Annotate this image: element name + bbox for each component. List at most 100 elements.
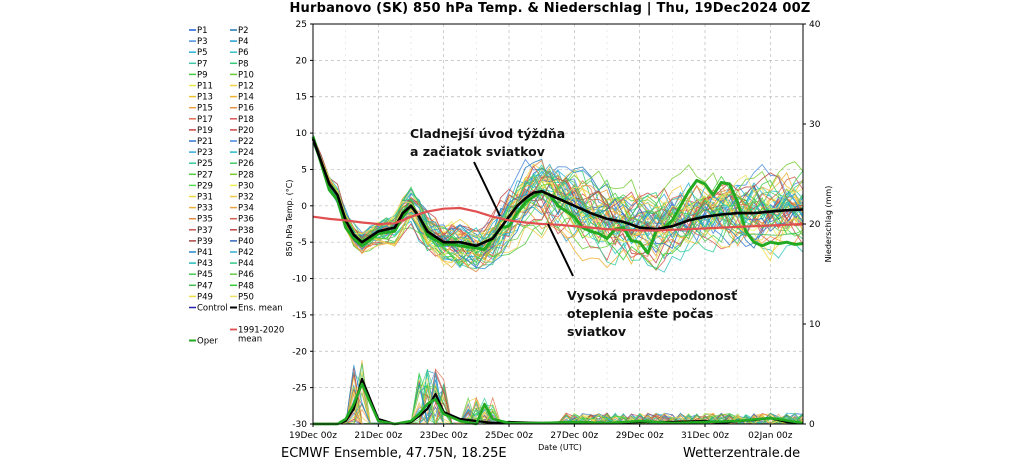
y-tick-label: -5 xyxy=(298,238,307,248)
legend-label-p14: P14 xyxy=(238,93,254,103)
main-series xyxy=(311,136,804,426)
legend-label-p16: P16 xyxy=(238,104,254,114)
series-line-1991-2020-mean xyxy=(312,206,804,232)
legend-label-p33: P33 xyxy=(197,204,213,214)
footer-source: ECMWF Ensemble, 47.75N, 18.25E xyxy=(281,446,507,461)
annotation-colder-start: Cladnejší úvod týždňa a začiatok sviatko… xyxy=(410,126,566,159)
legend-label-p10: P10 xyxy=(238,70,254,80)
legend-label-control: Control xyxy=(197,304,228,314)
legend-label-p18: P18 xyxy=(238,115,254,125)
legend-label-p34: P34 xyxy=(238,204,254,214)
legend-label-p46: P46 xyxy=(238,270,254,280)
legend-label-p6: P6 xyxy=(238,48,249,58)
y-tick-label: -25 xyxy=(292,384,307,394)
x-tick-label: 29Dec 00z xyxy=(616,431,664,441)
legend-label-p38: P38 xyxy=(238,226,254,236)
series-line-ens-mean xyxy=(311,138,804,248)
legend-label-p32: P32 xyxy=(238,193,254,203)
y-tick-label: -10 xyxy=(292,275,307,285)
y-tick-label: 15 xyxy=(296,93,307,103)
legend-label-p48: P48 xyxy=(238,281,254,291)
legend-label-p29: P29 xyxy=(197,181,213,191)
legend-label-p3: P3 xyxy=(197,37,208,47)
legend-label-p47: P47 xyxy=(197,281,213,291)
legend-label-p30: P30 xyxy=(238,181,254,191)
legend-label-p31: P31 xyxy=(197,193,213,203)
member-line-p34 xyxy=(312,139,804,259)
ensemble-precip-lines xyxy=(312,360,804,426)
legend-label-p25: P25 xyxy=(197,159,213,169)
legend-label-clim: 1991-2020 xyxy=(238,326,284,336)
member-precip-p30 xyxy=(312,392,804,425)
y-tick-label: -30 xyxy=(292,420,307,430)
member-line-p9 xyxy=(312,136,804,267)
member-precip-p33 xyxy=(312,386,803,426)
legend-label-p4: P4 xyxy=(238,37,249,47)
legend-label-p35: P35 xyxy=(197,215,213,225)
legend-label-p20: P20 xyxy=(238,126,254,136)
legend-label-p39: P39 xyxy=(197,237,213,247)
member-line-p50 xyxy=(312,137,804,266)
y-tick-label: 0 xyxy=(301,202,307,212)
x-tick-label: 19Dec 00z xyxy=(289,431,337,441)
y-tick-label: 5 xyxy=(301,165,307,175)
x-tick-label: 02Jan 00z xyxy=(748,431,793,441)
legend-label-p41: P41 xyxy=(197,248,213,258)
legend-label-p1: P1 xyxy=(197,26,208,36)
legend-label-p9: P9 xyxy=(197,70,208,80)
y2-axis-label: Niederschlag (mm) xyxy=(824,186,833,263)
legend-label-p45: P45 xyxy=(197,270,213,280)
legend-label-p28: P28 xyxy=(238,170,254,180)
legend-label-clim: mean xyxy=(238,335,262,345)
x-tick-label: 21Dec 00z xyxy=(354,431,402,441)
legend-label-p17: P17 xyxy=(197,115,213,125)
legend-label-p37: P37 xyxy=(197,226,213,236)
y-tick-label: -15 xyxy=(292,311,307,321)
legend-label-p27: P27 xyxy=(197,170,213,180)
legend-label-p22: P22 xyxy=(238,137,254,147)
legend-label-p21: P21 xyxy=(197,137,213,147)
chart-title: Hurbanovo (SK) 850 hPa Temp. & Niedersch… xyxy=(289,1,811,16)
y-tick-label: 20 xyxy=(296,56,308,66)
legend-label-p44: P44 xyxy=(238,259,254,269)
member-precip-p35 xyxy=(312,390,804,425)
x-axis-label: Date (UTC) xyxy=(538,443,582,452)
annotation-arrows xyxy=(473,161,574,277)
legend-label-p12: P12 xyxy=(238,82,254,92)
legend-label-p15: P15 xyxy=(197,104,213,114)
legend-label-p26: P26 xyxy=(238,159,254,169)
legend-label-p42: P42 xyxy=(238,248,254,258)
footer-credit: Wetterzentrale.de xyxy=(683,446,801,461)
legend-label-p8: P8 xyxy=(238,59,249,69)
y-tick-label: 10 xyxy=(296,129,308,139)
y-tick-label: 25 xyxy=(296,20,307,30)
arrow-line-2 xyxy=(547,223,574,277)
member-precip-p47 xyxy=(312,390,803,425)
legend-label-oper: Oper xyxy=(197,337,218,347)
precip-line-oper xyxy=(313,382,804,426)
legend-label-p11: P11 xyxy=(197,82,213,92)
y-axis-label: 850 hPa Temp. (°C) xyxy=(285,179,294,256)
y2-tick-label: 10 xyxy=(809,320,821,330)
y2-tick-label: 0 xyxy=(809,420,815,430)
legend-label-p5: P5 xyxy=(197,48,208,58)
axes: 25 20 15 10 5 0 -5 -10 -15 -20 -25 -30 40 30 20 10 0 19De… xyxy=(285,20,833,452)
x-tick-label: 23Dec 00z xyxy=(420,431,468,441)
legend-label-p24: P24 xyxy=(238,148,254,158)
legend-label-p13: P13 xyxy=(197,93,213,103)
legend-label-p23: P23 xyxy=(197,148,213,158)
legend-label-p7: P7 xyxy=(197,59,208,69)
x-tick-label: 25Dec 00z xyxy=(485,431,533,441)
legend-label-p36: P36 xyxy=(238,215,254,225)
legend-label-ens-mean: Ens. mean xyxy=(238,304,283,314)
legend-label-p40: P40 xyxy=(238,237,254,247)
legend-label-p50: P50 xyxy=(238,292,254,302)
y2-tick-label: 30 xyxy=(809,120,821,130)
y2-tick-label: 20 xyxy=(809,220,821,230)
x-tick-label: 27Dec 00z xyxy=(550,431,598,441)
legend-label-p2: P2 xyxy=(238,26,249,36)
y2-tick-label: 40 xyxy=(809,20,821,30)
member-precip-p12 xyxy=(312,391,803,425)
